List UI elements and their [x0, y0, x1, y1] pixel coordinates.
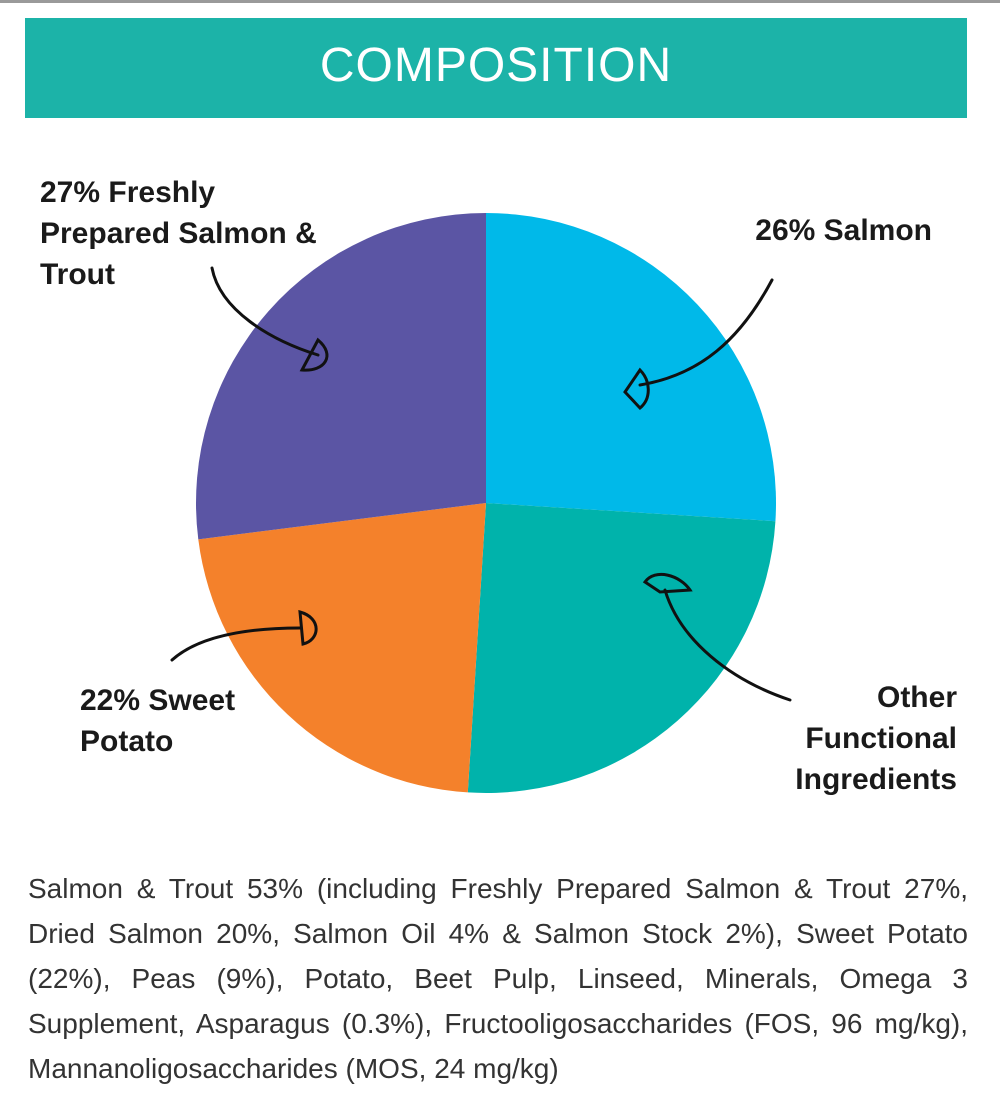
arrow — [638, 278, 774, 387]
pie-slice — [467, 503, 776, 793]
arrow-head — [299, 337, 329, 372]
arrows — [170, 266, 792, 702]
slice-label: 26% Salmon — [755, 214, 932, 247]
arrow — [663, 588, 792, 702]
arrow-head — [623, 367, 650, 411]
arrow — [210, 266, 320, 357]
slice-label: 27% Freshly Prepared Salmon & Trout — [40, 176, 317, 291]
arrow-head — [642, 572, 693, 594]
top-border — [0, 0, 1000, 3]
pie-slice — [486, 213, 776, 522]
pie-slice — [196, 213, 486, 540]
arrow — [170, 626, 302, 662]
chart-title: COMPOSITION — [25, 18, 967, 118]
pie-slice — [198, 503, 486, 793]
slice-label: 22% Sweet Potato — [80, 684, 236, 758]
arrow-head — [298, 609, 318, 646]
composition-text: Salmon & Trout 53% (including Freshly Pr… — [28, 873, 968, 1084]
slice-label: Other Functional Ingredients — [795, 681, 957, 796]
